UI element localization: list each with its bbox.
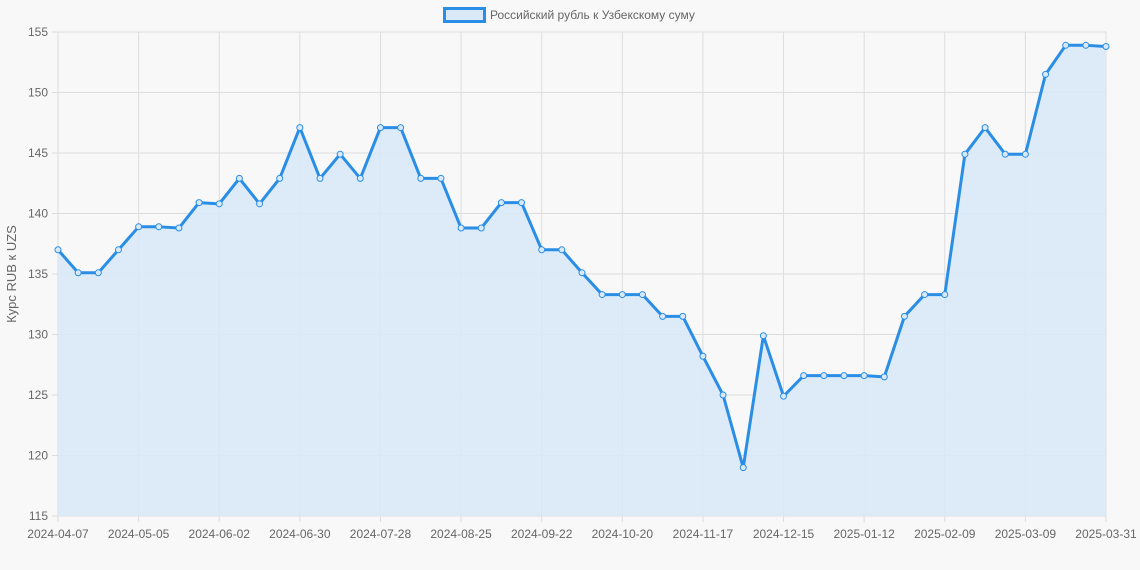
x-tick-label: 2024-09-22 <box>511 527 573 541</box>
data-point <box>1102 43 1110 51</box>
x-tick-label: 2024-10-20 <box>592 527 654 541</box>
x-tick-label: 2024-07-28 <box>350 527 412 541</box>
data-point <box>296 124 304 132</box>
data-point <box>699 352 707 360</box>
data-point <box>114 246 122 254</box>
data-point <box>457 224 465 232</box>
data-point <box>1082 41 1090 49</box>
legend[interactable]: Российский рубль к Узбекскому суму <box>443 7 695 23</box>
y-tick-label: 145 <box>28 146 48 160</box>
data-point <box>356 174 364 182</box>
y-tick-label: 155 <box>28 25 48 39</box>
data-point <box>759 332 767 340</box>
data-point <box>1042 70 1050 78</box>
data-point <box>739 464 747 472</box>
y-tick-label: 150 <box>28 86 48 100</box>
data-point <box>659 312 667 320</box>
data-point <box>558 246 566 254</box>
data-point <box>1062 41 1070 49</box>
x-tick-label: 2024-08-25 <box>430 527 492 541</box>
y-tick-label: 125 <box>28 388 48 402</box>
data-point <box>195 199 203 207</box>
data-point <box>1001 150 1009 158</box>
x-tick-label: 2025-02-09 <box>914 527 976 541</box>
x-tick-label: 2024-06-30 <box>269 527 331 541</box>
data-point <box>316 174 324 182</box>
data-point <box>376 124 384 132</box>
y-axis-label: Курс RUB к UZS <box>4 225 19 323</box>
x-tick-label: 2024-11-17 <box>673 527 734 541</box>
y-axis-ticks: 115 120 125 130 135 140 145 150 155 <box>28 25 48 523</box>
data-point <box>477 224 485 232</box>
data-point <box>638 291 646 299</box>
data-point <box>417 174 425 182</box>
data-point <box>94 269 102 277</box>
data-point <box>497 199 505 207</box>
data-point <box>941 291 949 299</box>
data-point <box>538 246 546 254</box>
data-point <box>155 223 163 231</box>
x-axis-ticks: 2024-04-07 2024-05-05 2024-06-02 2024-06-30… <box>27 527 1137 541</box>
data-point <box>880 373 888 381</box>
area-fill <box>58 45 1106 517</box>
data-point <box>276 174 284 182</box>
x-tick-label: 2024-04-07 <box>27 527 89 541</box>
y-tick-label: 115 <box>29 509 48 523</box>
data-point <box>780 392 788 400</box>
data-point <box>900 312 908 320</box>
x-tick-label: 2025-03-31 <box>1075 527 1137 541</box>
data-point <box>518 199 526 207</box>
data-point <box>1021 150 1029 158</box>
data-point <box>598 291 606 299</box>
data-point <box>135 223 143 231</box>
y-tick-label: 135 <box>28 267 48 281</box>
data-point <box>800 372 808 380</box>
data-point <box>215 200 223 208</box>
area-path <box>58 45 1106 517</box>
data-point <box>175 224 183 232</box>
data-point <box>679 312 687 320</box>
x-tick-label: 2024-05-05 <box>108 527 170 541</box>
x-tick-label: 2024-12-15 <box>753 527 815 541</box>
data-points <box>54 41 1110 472</box>
y-tick-label: 130 <box>28 328 48 342</box>
data-point <box>820 372 828 380</box>
data-point <box>578 269 586 277</box>
data-point <box>719 391 727 399</box>
y-tick-label: 120 <box>28 449 48 463</box>
x-tick-label: 2025-03-09 <box>995 527 1057 541</box>
data-point <box>860 372 868 380</box>
data-point <box>256 200 264 208</box>
data-point <box>74 269 82 277</box>
x-tick-label: 2025-01-12 <box>833 527 895 541</box>
data-point <box>336 150 344 158</box>
legend-label[interactable]: Российский рубль к Узбекскому суму <box>490 8 695 22</box>
data-point <box>961 150 969 158</box>
data-point <box>981 124 989 132</box>
data-point <box>618 291 626 299</box>
legend-swatch[interactable] <box>443 7 486 23</box>
data-point <box>437 174 445 182</box>
x-tick-label: 2024-06-02 <box>189 527 251 541</box>
data-point <box>921 291 929 299</box>
data-point <box>840 372 848 380</box>
y-tick-label: 140 <box>28 207 48 221</box>
data-point <box>54 246 62 254</box>
data-point <box>235 174 243 182</box>
data-point <box>397 124 405 132</box>
